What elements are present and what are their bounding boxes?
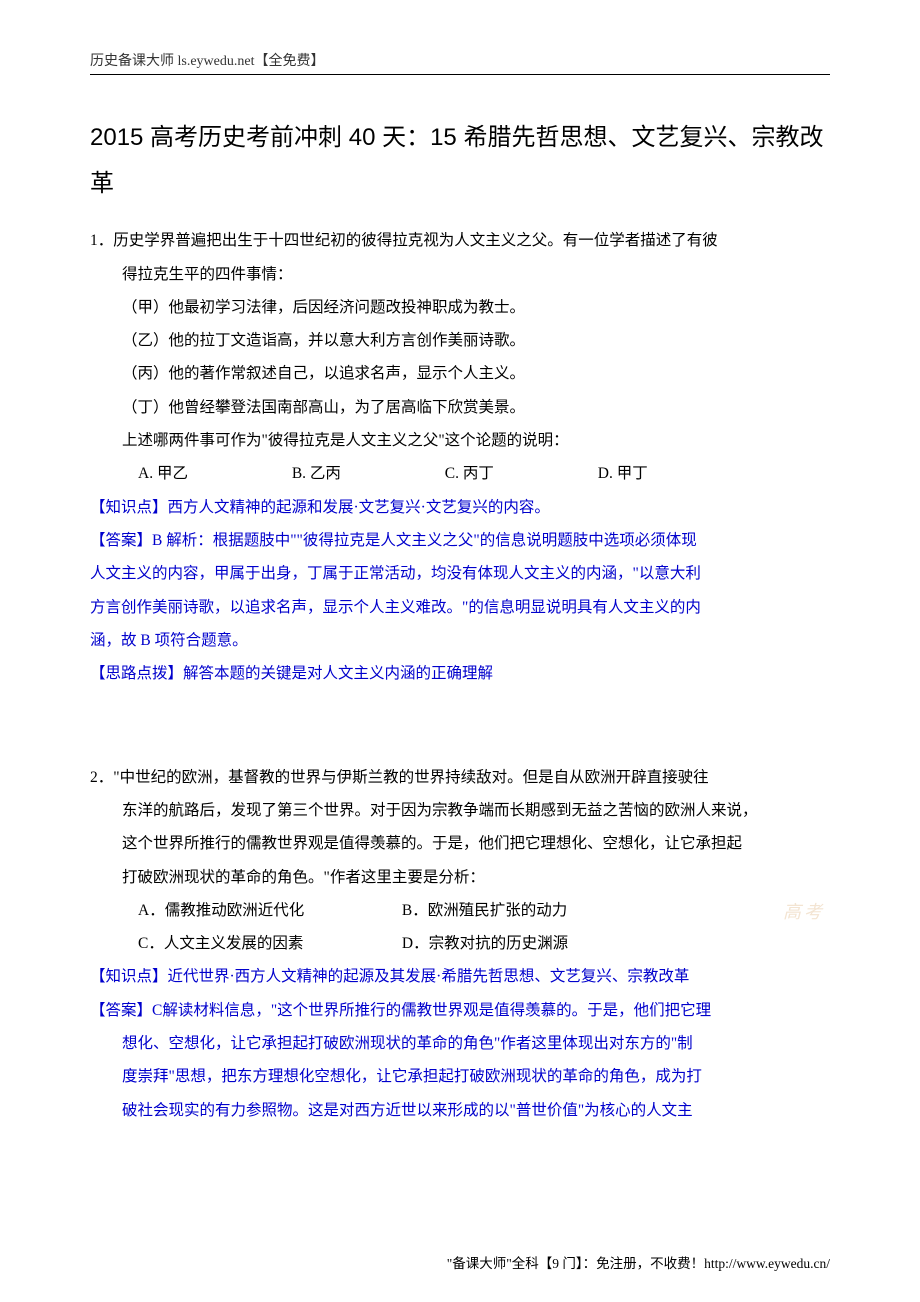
- q1-options: A. 甲乙 B. 乙丙 C. 丙丁 D. 甲丁: [90, 457, 830, 490]
- q1-option-b: B. 乙丙: [292, 457, 341, 490]
- q1-answer-line: 涵，故 B 项符合题意。: [90, 624, 830, 657]
- document-page: 历史备课大师 ls.eywedu.net【全免费】 2015 高考历史考前冲刺 …: [0, 0, 920, 1302]
- q1-item-ding: （丁）他曾经攀登法国南部高山，为了居高临下欣赏美景。: [90, 391, 830, 424]
- q1-option-a: A. 甲乙: [138, 457, 188, 490]
- q1-stem-line: 1．历史学界普遍把出生于十四世纪初的彼得拉克视为人文主义之父。有一位学者描述了有…: [90, 224, 830, 257]
- q2-option-b: B．欧洲殖民扩张的动力: [402, 894, 662, 927]
- header-rule: [90, 74, 830, 75]
- q1-item-yi: （乙）他的拉丁文造诣高，并以意大利方言创作美丽诗歌。: [90, 324, 830, 357]
- q2-options-row1: A．儒教推动欧洲近代化 B．欧洲殖民扩张的动力: [90, 894, 830, 927]
- q1-item-bing: （丙）他的著作常叙述自己，以追求名声，显示个人主义。: [90, 357, 830, 390]
- q2-stem-line: 打破欧洲现状的革命的角色。"作者这里主要是分析：: [90, 861, 830, 894]
- q1-option-c: C. 丙丁: [445, 457, 494, 490]
- spacer: [90, 691, 830, 761]
- page-header: 历史备课大师 ls.eywedu.net【全免费】: [90, 50, 830, 70]
- q2-stem-line: 东洋的航路后，发现了第三个世界。对于因为宗教争端而长期感到无益之苦恼的欧洲人来说…: [90, 794, 830, 827]
- q2-option-a: A．儒教推动欧洲近代化: [138, 894, 398, 927]
- q2-stem-line: 这个世界所推行的儒教世界观是值得羡慕的。于是，他们把它理想化、空想化，让它承担起: [90, 827, 830, 860]
- q2-option-c: C．人文主义发展的因素: [138, 927, 398, 960]
- q1-answer-line: 【答案】B 解析：根据题肢中""彼得拉克是人文主义之父"的信息说明题肢中选项必须…: [90, 524, 830, 557]
- q1-ask: 上述哪两件事可作为"彼得拉克是人文主义之父"这个论题的说明：: [90, 424, 830, 457]
- q2-knowledge-point: 【知识点】近代世界·西方人文精神的起源及其发展·希腊先哲思想、文艺复兴、宗教改革: [90, 960, 830, 993]
- page-footer: "备课大师"全科【9 门】：免注册，不收费！http://www.eywedu.…: [447, 1252, 830, 1272]
- q2-answer-line: 度崇拜"思想，把东方理想化空想化，让它承担起打破欧洲现状的革命的角色，成为打: [90, 1060, 830, 1093]
- q2-answer-line: 想化、空想化，让它承担起打破欧洲现状的革命的角色"作者这里体现出对东方的"制: [90, 1027, 830, 1060]
- q1-answer-line: 方言创作美丽诗歌，以追求名声，显示个人主义难改。"的信息明显说明具有人文主义的内: [90, 591, 830, 624]
- q1-stem-line: 得拉克生平的四件事情：: [90, 258, 830, 291]
- q2-option-d: D．宗教对抗的历史渊源: [402, 927, 662, 960]
- q1-option-d: D. 甲丁: [598, 457, 648, 490]
- q2-answer-line: 【答案】C解读材料信息，"这个世界所推行的儒教世界观是值得羡慕的。于是，他们把它…: [90, 994, 830, 1027]
- q2-answer-line: 破社会现实的有力参照物。这是对西方近世以来形成的以"普世价值"为核心的人文主: [90, 1094, 830, 1127]
- q1-item-jia: （甲）他最初学习法律，后因经济问题改投神职成为教士。: [90, 291, 830, 324]
- q1-answer-line: 人文主义的内容，甲属于出身，丁属于正常活动，均没有体现人文主义的内涵，"以意大利: [90, 557, 830, 590]
- q1-tip: 【思路点拨】解答本题的关键是对人文主义内涵的正确理解: [90, 657, 830, 690]
- q2-options-row2: C．人文主义发展的因素 D．宗教对抗的历史渊源: [90, 927, 830, 960]
- watermark: 高考: [783, 898, 825, 924]
- q2-stem-line: 2．"中世纪的欧洲，基督教的世界与伊斯兰教的世界持续敌对。但是自从欧洲开辟直接驶…: [90, 761, 830, 794]
- q1-knowledge-point: 【知识点】西方人文精神的起源和发展·文艺复兴·文艺复兴的内容。: [90, 491, 830, 524]
- document-title: 2015 高考历史考前冲刺 40 天：15 希腊先哲思想、文艺复兴、宗教改革: [90, 115, 830, 206]
